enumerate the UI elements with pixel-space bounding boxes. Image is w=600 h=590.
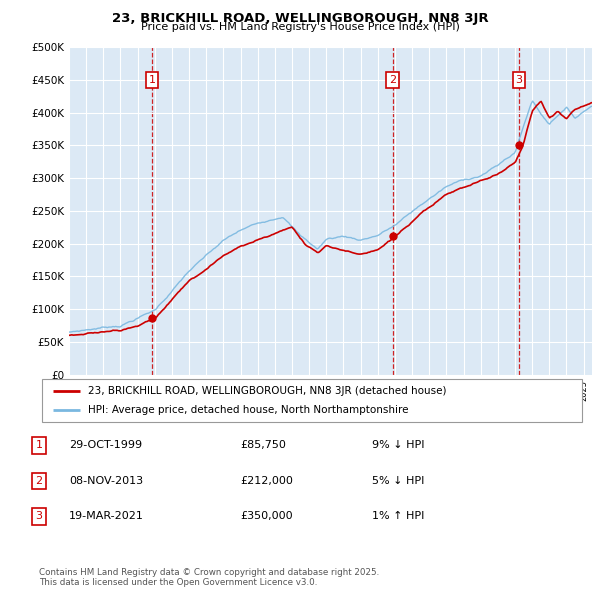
Text: 19-MAR-2021: 19-MAR-2021 [69,512,144,521]
Text: 1: 1 [148,75,155,85]
Text: £350,000: £350,000 [240,512,293,521]
Text: 3: 3 [515,75,522,85]
Text: 5% ↓ HPI: 5% ↓ HPI [372,476,424,486]
Text: 1% ↑ HPI: 1% ↑ HPI [372,512,424,521]
Text: 29-OCT-1999: 29-OCT-1999 [69,441,142,450]
Text: 1: 1 [35,441,43,450]
Text: HPI: Average price, detached house, North Northamptonshire: HPI: Average price, detached house, Nort… [88,405,409,415]
Text: £212,000: £212,000 [240,476,293,486]
Text: Contains HM Land Registry data © Crown copyright and database right 2025.
This d: Contains HM Land Registry data © Crown c… [39,568,379,587]
Text: 9% ↓ HPI: 9% ↓ HPI [372,441,425,450]
Text: £85,750: £85,750 [240,441,286,450]
Text: Price paid vs. HM Land Registry's House Price Index (HPI): Price paid vs. HM Land Registry's House … [140,22,460,32]
Text: 23, BRICKHILL ROAD, WELLINGBOROUGH, NN8 3JR: 23, BRICKHILL ROAD, WELLINGBOROUGH, NN8 … [112,12,488,25]
Text: 2: 2 [35,476,43,486]
Text: 3: 3 [35,512,43,521]
Text: 2: 2 [389,75,396,85]
Text: 23, BRICKHILL ROAD, WELLINGBOROUGH, NN8 3JR (detached house): 23, BRICKHILL ROAD, WELLINGBOROUGH, NN8 … [88,386,446,396]
Text: 08-NOV-2013: 08-NOV-2013 [69,476,143,486]
